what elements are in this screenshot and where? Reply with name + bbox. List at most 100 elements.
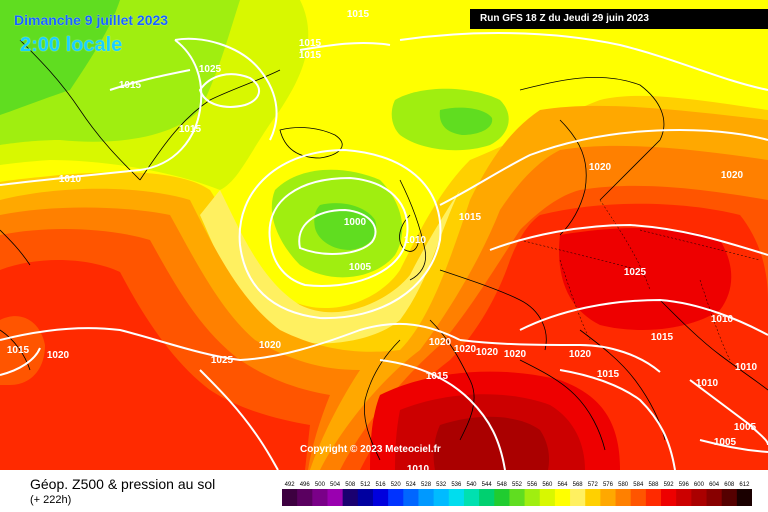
borders — [519, 199, 761, 361]
field-lightyellow-ridge — [200, 190, 460, 344]
scale-swatch — [706, 489, 723, 506]
isobar-label: 1025 — [624, 267, 647, 278]
scale-swatch — [736, 489, 752, 506]
isobar-label: 1010 — [404, 235, 427, 246]
scale-swatch — [615, 489, 632, 506]
isobar-label: 1015 — [651, 332, 674, 343]
isobar-label: 1020 — [454, 344, 477, 355]
scale-swatch — [676, 489, 692, 506]
field-green-north-sea-core — [439, 107, 493, 135]
scale-swatch — [433, 489, 450, 506]
scale-swatch — [357, 489, 374, 506]
scale-tick-label: 596 — [679, 482, 690, 488]
isobar-label: 1025 — [199, 64, 222, 75]
scale-swatch — [600, 489, 617, 506]
isobar-label: 1000 — [344, 217, 367, 228]
isobar-label: 1020 — [476, 347, 499, 358]
scale-tick-label: 560 — [542, 482, 553, 488]
scale-tick-label: 496 — [300, 482, 311, 488]
scale-swatch — [524, 489, 541, 506]
isobar-labels: 1015101510151025101510151010100010051010… — [7, 9, 758, 470]
isobar-label: 1010 — [59, 174, 82, 185]
geopotential-map: 1015101510151025101510151010100010051010… — [0, 0, 768, 470]
isobar-label: 1020 — [589, 162, 612, 173]
isobar-label: 1020 — [47, 350, 70, 361]
isobar-label: 1020 — [504, 349, 527, 360]
scale-tick-label: 528 — [421, 482, 432, 488]
scale-tick-label: 580 — [618, 482, 629, 488]
scale-swatch — [570, 489, 586, 506]
scale-swatch — [509, 489, 526, 506]
isobar-label: 1020 — [259, 340, 282, 351]
forecast-date: Dimanche 9 juillet 2023 — [14, 12, 169, 28]
colour-scale-legend: 492 496 500 504 508 512 516 520 524 528 532 536 540 5… — [282, 482, 752, 506]
isobar-label: 1015 — [179, 124, 202, 135]
scale-swatch — [327, 489, 344, 506]
scale-swatch — [721, 489, 738, 506]
isobar-label: 1015 — [299, 50, 322, 61]
field-lightgreen-greenland — [0, 0, 120, 115]
scale-tick-label: 572 — [588, 482, 599, 488]
isobar-label: 1015 — [426, 371, 449, 382]
scale-tick-label: 536 — [451, 482, 462, 488]
field-green-low-core — [314, 203, 377, 250]
scale-swatch — [585, 489, 601, 506]
scale-swatch — [691, 489, 708, 506]
scale-swatch — [554, 489, 571, 506]
scale-tick-label: 556 — [527, 482, 538, 488]
footer-title: Géop. Z500 & pression au sol — [30, 476, 216, 492]
scale-tick-label: 592 — [664, 482, 675, 488]
isobar-label: 1005 — [349, 262, 372, 273]
model-run-label: Run GFS 18 Z du Jeudi 29 juin 2023 — [470, 9, 768, 29]
isobar-label: 1015 — [597, 369, 620, 380]
scale-swatch — [418, 489, 435, 506]
scale-tick-label: 540 — [467, 482, 478, 488]
scale-swatch — [282, 489, 298, 506]
scale-tick-label: 524 — [406, 482, 417, 488]
scale-tick-label: 544 — [482, 482, 493, 488]
scale-tick-label: 564 — [557, 482, 568, 488]
scale-swatch — [494, 489, 510, 506]
footer-subtitle: (+ 222h) — [30, 494, 72, 506]
isobar-label: 1015 — [299, 38, 322, 49]
scale-swatch — [463, 489, 480, 506]
copyright: Copyright © 2023 Meteociel.fr — [300, 444, 441, 455]
scale-tick-label: 588 — [648, 482, 659, 488]
isobar-label: 1005 — [714, 437, 737, 448]
scale-swatch — [312, 489, 328, 506]
isobar-label: 1020 — [721, 170, 744, 181]
scale-tick-label: 552 — [512, 482, 523, 488]
scale-swatch — [372, 489, 389, 506]
scale-swatch — [342, 489, 359, 506]
scale-tick-label: 604 — [709, 482, 720, 488]
isobar-label: 1015 — [459, 212, 482, 223]
isobar-label: 1010 — [407, 464, 430, 470]
isobar-lines — [0, 32, 768, 470]
isobar-label: 1005 — [734, 422, 757, 433]
scale-tick-label: 532 — [436, 482, 447, 488]
scale-tick-label: 568 — [573, 482, 584, 488]
scale-swatch — [539, 489, 556, 506]
isobar-label: 1015 — [119, 80, 142, 91]
scale-tick-label: 612 — [739, 482, 750, 488]
scale-swatch — [297, 489, 313, 506]
scale-swatch — [630, 489, 647, 506]
scale-tick-label: 576 — [603, 482, 614, 488]
field-darkred-europe — [559, 228, 732, 330]
isobar-label: 1010 — [696, 378, 719, 389]
isobar-label: 1015 — [347, 9, 370, 20]
isobar-label: 1010 — [735, 362, 758, 373]
scale-tick-label: 548 — [497, 482, 508, 488]
isobar-label: 1015 — [7, 345, 30, 356]
scale-tick-label: 600 — [694, 482, 705, 488]
forecast-local-time: 2:00 locale — [20, 34, 123, 56]
scale-swatch — [388, 489, 404, 506]
scale-tick-label: 504 — [330, 482, 341, 488]
field-dark-maroon-med — [433, 416, 550, 470]
scale-tick-label: 508 — [345, 482, 356, 488]
isobar-label: 1025 — [211, 355, 234, 366]
scale-tick-label: 500 — [315, 482, 326, 488]
scale-swatch — [448, 489, 465, 506]
isobar-label: 1010 — [711, 314, 734, 325]
